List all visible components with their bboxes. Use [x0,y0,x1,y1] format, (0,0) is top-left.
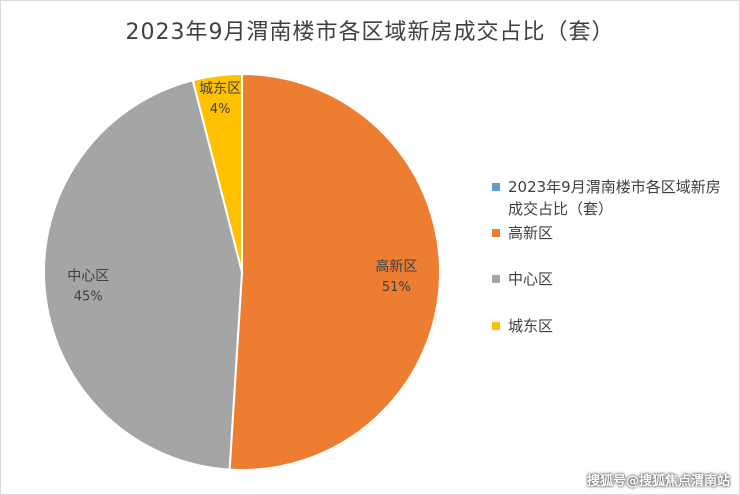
slice-percent-1: 45% [74,290,103,305]
watermark: 搜狐号@搜狐焦点渭南站 [586,474,730,489]
slice-percent-2: 4% [210,102,231,117]
slice-label-0: 高新区 [375,258,417,275]
legend-swatch-chengdong [492,322,500,330]
legend-item-zhongxin: 中心区 [492,268,728,290]
legend-swatch-series [492,183,500,191]
pie-slice-1 [43,79,244,471]
legend-item-chengdong: 城东区 [492,315,728,337]
legend-item-gaoxin: 高新区 [492,222,728,244]
slice-label-2: 城东区 [199,81,241,97]
slice-label-1: 中心区 [67,269,109,285]
legend-label-chengdong: 城东区 [508,317,554,335]
pie-slice-0 [228,72,442,471]
legend-swatch-zhongxin [492,275,500,283]
legend-swatch-gaoxin [492,229,500,237]
chart-title: 2023年9月渭南楼市各区域新房成交占比（套） [125,20,615,45]
legend-label-series: 2023年9月渭南楼市各区域新房成交占比（套） [508,178,721,218]
legend-label-gaoxin: 高新区 [508,224,554,242]
pie-slice-2 [191,72,243,273]
legend-label-zhongxin: 中心区 [508,270,554,288]
slice-percent-0: 51% [382,280,411,295]
legend-item-series: 2023年9月渭南楼市各区域新房成交占比（套） [492,176,728,220]
